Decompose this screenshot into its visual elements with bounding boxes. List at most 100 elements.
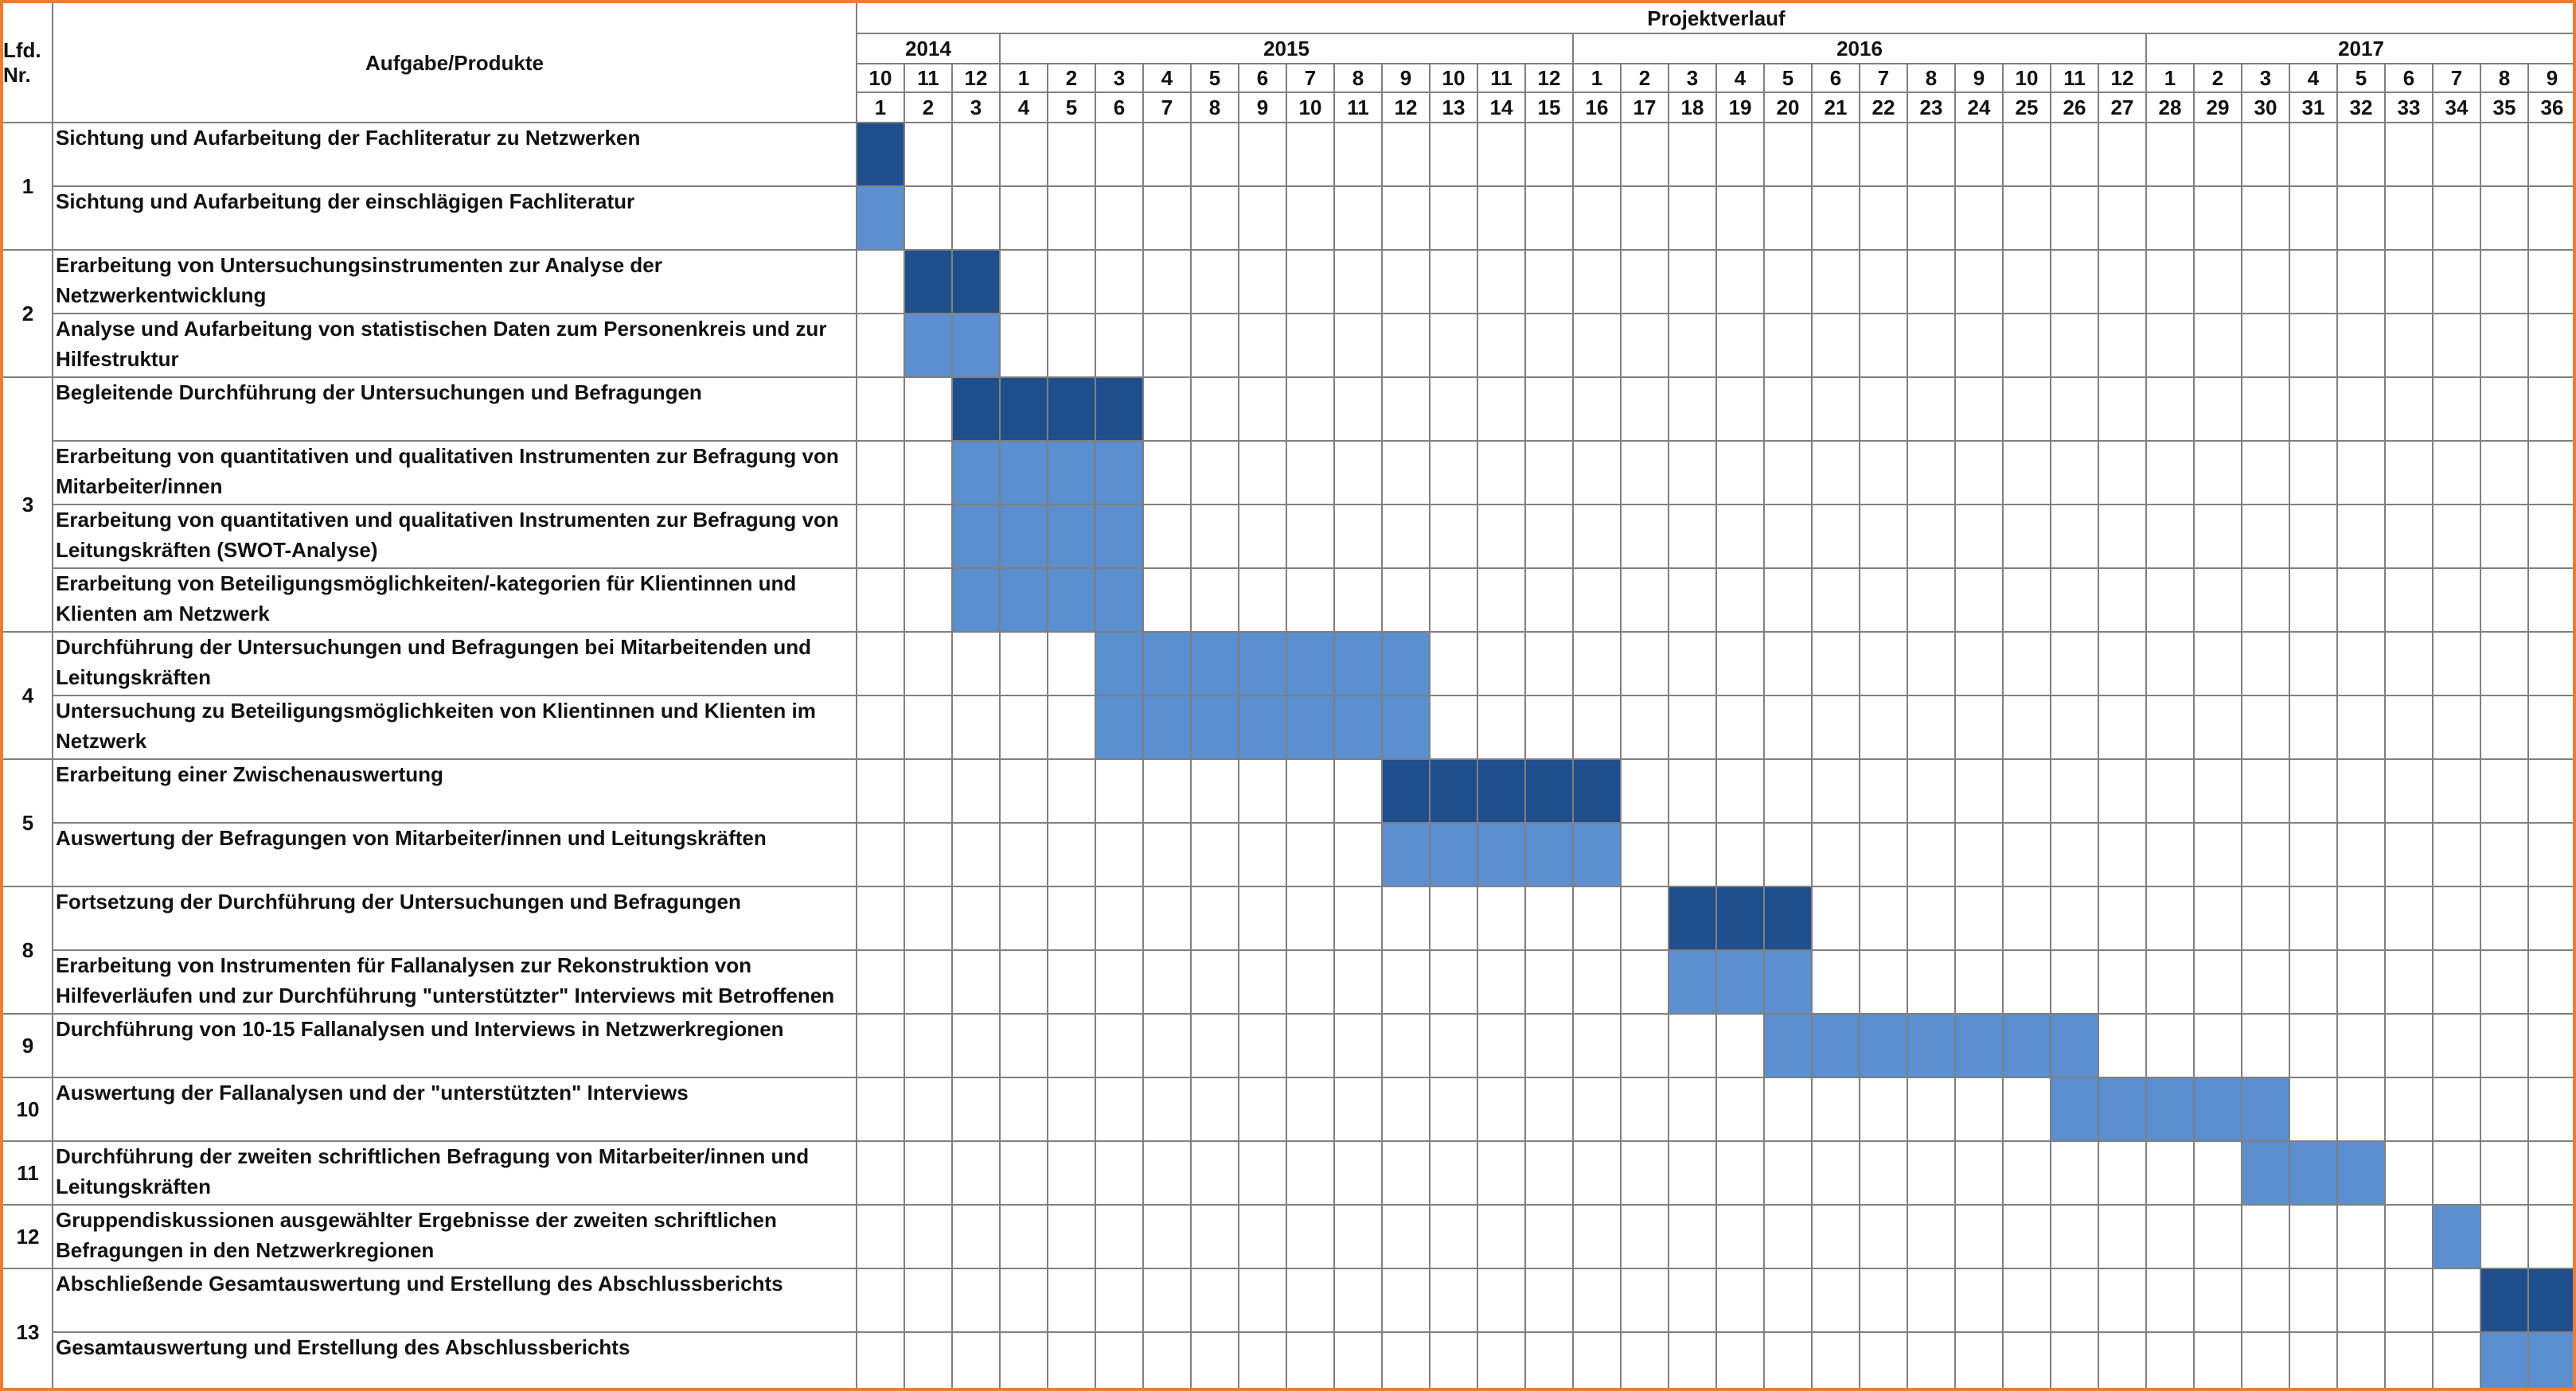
month-label: 8 <box>2498 65 2511 90</box>
year-label: 2015 <box>1263 36 1309 60</box>
task-bar <box>1764 1014 2098 1077</box>
month-number: 16 <box>1585 95 1609 119</box>
task-label: Untersuchung zu Beteiligungsmöglichkeite… <box>56 699 816 753</box>
month-number: 36 <box>2540 95 2564 119</box>
task-label: Fortsetzung der Durchführung der Untersu… <box>56 890 741 914</box>
task-label: Erarbeitung von Untersuchungsinstrumente… <box>56 253 662 307</box>
month-number: 11 <box>1347 95 1369 119</box>
group-number: 8 <box>21 937 34 962</box>
year-label: 2014 <box>905 36 951 60</box>
month-label: 8 <box>1925 65 1938 90</box>
task-label: Erarbeitung einer Zwischenauswertung <box>56 762 443 786</box>
month-number: 14 <box>1489 95 1513 119</box>
month-label: 2 <box>2211 65 2224 90</box>
month-number: 35 <box>2492 95 2516 119</box>
month-label: 10 <box>2015 65 2039 90</box>
month-number: 23 <box>1919 95 1943 119</box>
month-label: 7 <box>2450 65 2463 90</box>
month-number: 26 <box>2063 95 2086 119</box>
month-label: 2 <box>1638 65 1651 90</box>
month-number: 5 <box>1065 95 1078 119</box>
month-number: 34 <box>2445 95 2469 119</box>
group-number: 3 <box>21 492 34 516</box>
month-label: 5 <box>1208 65 1221 90</box>
task-label: Erarbeitung von Beteiligungsmöglichkeite… <box>56 571 797 625</box>
month-number: 31 <box>2301 95 2325 119</box>
task-bar <box>857 186 904 250</box>
month-number: 30 <box>2254 95 2277 119</box>
month-number: 18 <box>1680 95 1704 119</box>
task-label: Sichtung und Aufarbeitung der Fachlitera… <box>56 126 641 150</box>
month-number: 19 <box>1728 95 1752 119</box>
month-number: 15 <box>1537 95 1561 119</box>
month-label: 12 <box>964 65 988 90</box>
gantt-grid <box>3 3 2573 1388</box>
month-number: 24 <box>1967 95 1991 119</box>
month-number: 1 <box>874 95 887 119</box>
task-bar <box>1095 632 1430 696</box>
year-label: 2017 <box>2338 36 2384 60</box>
month-label: 10 <box>868 65 892 90</box>
task-bar <box>2242 1141 2385 1205</box>
task-label: Analyse und Aufarbeitung von statistisch… <box>56 317 827 371</box>
month-label: 12 <box>2110 65 2134 90</box>
number-header: Lfd. Nr. <box>3 38 41 87</box>
task-label: Sichtung und Aufarbeitung der einschlägi… <box>56 189 635 213</box>
month-number: 8 <box>1208 95 1221 119</box>
month-label: 3 <box>1686 65 1699 90</box>
group-number: 5 <box>21 810 34 835</box>
task-bar <box>2480 1332 2573 1388</box>
month-number: 22 <box>1872 95 1895 119</box>
month-number: 25 <box>2015 95 2039 119</box>
month-label: 1 <box>2164 65 2176 90</box>
month-label: 11 <box>917 65 939 90</box>
task-label: Begleitende Durchführung der Untersuchun… <box>56 380 702 404</box>
month-label: 5 <box>1782 65 1794 90</box>
task-bar <box>1382 759 1621 823</box>
task-label: Durchführung der zweiten schriftlichen B… <box>56 1144 810 1198</box>
group-number: 9 <box>21 1033 34 1058</box>
month-number: 33 <box>2397 95 2421 119</box>
month-number: 28 <box>2158 95 2182 119</box>
task-label: Erarbeitung von quantitativen und qualit… <box>56 508 839 562</box>
group-number: 13 <box>16 1319 40 1344</box>
month-label: 9 <box>1399 65 1412 90</box>
month-number: 10 <box>1298 95 1322 119</box>
month-number: 12 <box>1394 95 1418 119</box>
month-label: 12 <box>1537 65 1561 90</box>
month-label: 4 <box>1734 65 1747 90</box>
month-label: 9 <box>1973 65 1985 90</box>
month-label: 1 <box>1590 65 1603 90</box>
task-bar <box>1669 950 1812 1014</box>
month-label: 3 <box>2259 65 2272 90</box>
task-label: Durchführung der Untersuchungen und Befr… <box>56 635 811 689</box>
month-number: 21 <box>1824 95 1848 119</box>
month-number: 29 <box>2206 95 2230 119</box>
task-bar <box>2051 1077 2289 1141</box>
month-number: 2 <box>922 95 935 119</box>
group-number: 2 <box>21 301 34 325</box>
month-number: 6 <box>1113 95 1126 119</box>
month-number: 4 <box>1017 95 1030 119</box>
month-label: 8 <box>1352 65 1364 90</box>
task-label: Gesamtauswertung und Erstellung des Absc… <box>56 1335 630 1359</box>
month-label: 1 <box>1017 65 1030 90</box>
month-number: 3 <box>970 95 982 119</box>
task-label: Erarbeitung von Instrumenten für Fallana… <box>56 953 835 1007</box>
task-label: Auswertung der Fallanalysen und der "unt… <box>56 1081 689 1105</box>
timeline-header: Projektverlauf <box>1647 6 1786 30</box>
task-bar <box>1382 823 1621 886</box>
month-label: 11 <box>1490 65 1512 90</box>
month-label: 6 <box>1829 65 1842 90</box>
month-label: 6 <box>1256 65 1269 90</box>
group-number: 10 <box>16 1097 40 1121</box>
month-label: 2 <box>1065 65 1078 90</box>
year-label: 2016 <box>1836 36 1883 60</box>
month-number: 17 <box>1633 95 1657 119</box>
task-label: Gruppendiskussionen ausgewählter Ergebni… <box>56 1208 777 1262</box>
task-label: Erarbeitung von quantitativen und qualit… <box>56 444 839 498</box>
month-number: 20 <box>1776 95 1800 119</box>
month-number: 32 <box>2349 95 2373 119</box>
month-label: 4 <box>1161 65 1173 90</box>
month-label: 5 <box>2355 65 2367 90</box>
